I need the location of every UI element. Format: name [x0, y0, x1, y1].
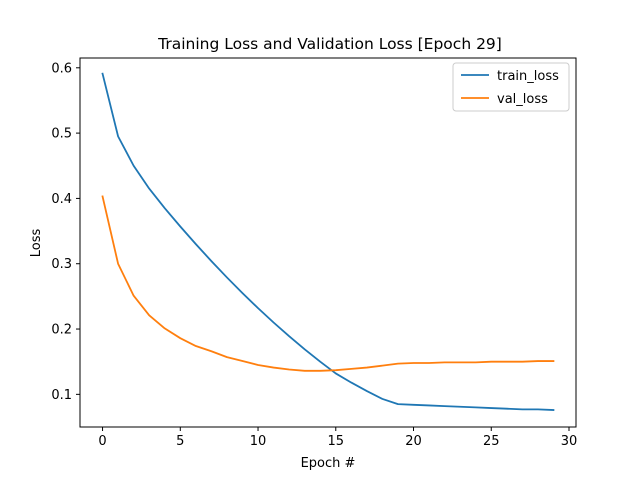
y-tick-label: 0.1 [51, 388, 72, 403]
x-tick-label: 10 [250, 434, 267, 449]
x-tick-label: 25 [483, 434, 500, 449]
y-axis-ticks: 0.1 0.2 0.3 0.4 0.5 0.6 [51, 61, 80, 403]
legend: train_loss val_loss [452, 62, 570, 112]
y-tick-label: 0.4 [51, 192, 72, 207]
legend-label-val-loss: val_loss [497, 92, 548, 107]
y-tick-label: 0.3 [51, 257, 72, 272]
x-axis-label: Epoch # [301, 456, 356, 471]
axes-frame [79, 57, 577, 428]
series-layer [101, 72, 555, 411]
x-axis-ticks: 0 5 10 15 20 25 30 [98, 427, 577, 449]
x-tick-label: 30 [561, 434, 578, 449]
x-tick-label: 15 [328, 434, 345, 449]
x-tick-label: 0 [98, 434, 106, 449]
y-tick-label: 0.6 [51, 61, 72, 76]
plot-area: 0 5 10 15 20 25 30 0.1 0.2 0.3 0.4 0.5 0.6 [51, 57, 577, 449]
legend-label-train-loss: train_loss [497, 69, 559, 84]
y-tick-label: 0.5 [51, 127, 72, 142]
series-line-train-loss [101, 72, 555, 411]
x-tick-label: 20 [405, 434, 422, 449]
series-line-val-loss [101, 195, 555, 372]
y-axis-label: Loss [29, 229, 44, 258]
x-tick-label: 5 [176, 434, 184, 449]
y-tick-label: 0.2 [51, 323, 72, 338]
chart-title: Training Loss and Validation Loss [Epoch… [157, 35, 502, 53]
